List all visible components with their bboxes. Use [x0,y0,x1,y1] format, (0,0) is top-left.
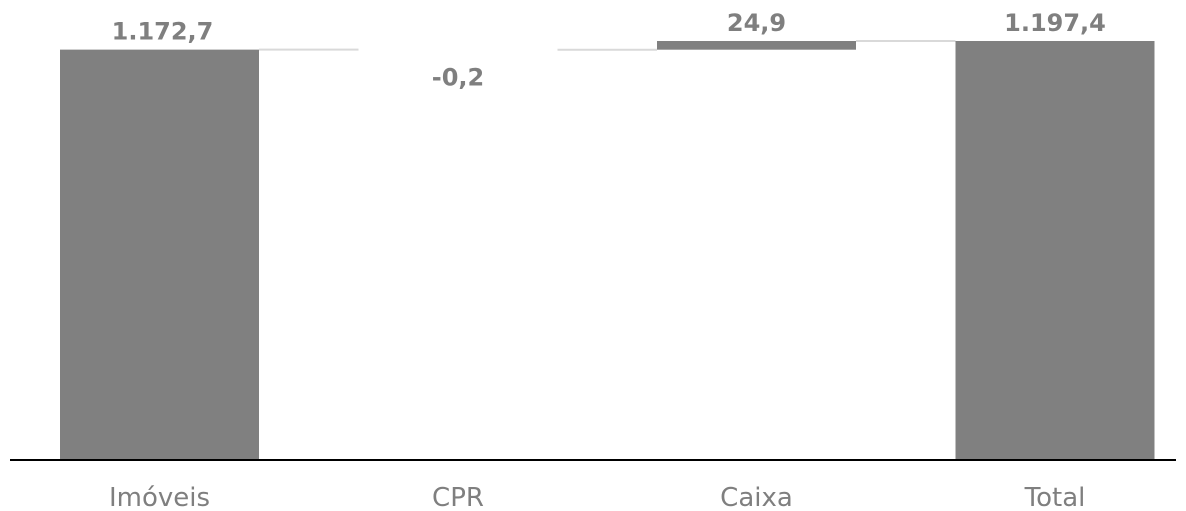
bar-im-veis [60,49,259,459]
category-labels-group: Imóveis CPR Caixa Total [109,483,1085,511]
value-label: 1.197,4 [1004,9,1106,37]
connector-lines [259,40,956,51]
value-labels-group: 1.172,7 -0,2 24,9 1.197,4 [112,9,1106,92]
category-label: Total [1024,483,1086,511]
value-label: 1.172,7 [112,18,214,46]
bar-cpr [359,50,558,52]
category-label: Caixa [720,483,793,511]
category-label: Imóveis [109,483,210,511]
bar-caixa [657,41,856,50]
category-label: CPR [432,483,484,511]
bars-group [60,41,1155,459]
value-label: -0,2 [432,64,484,92]
bar-total [955,41,1155,459]
value-label: 24,9 [727,9,786,37]
